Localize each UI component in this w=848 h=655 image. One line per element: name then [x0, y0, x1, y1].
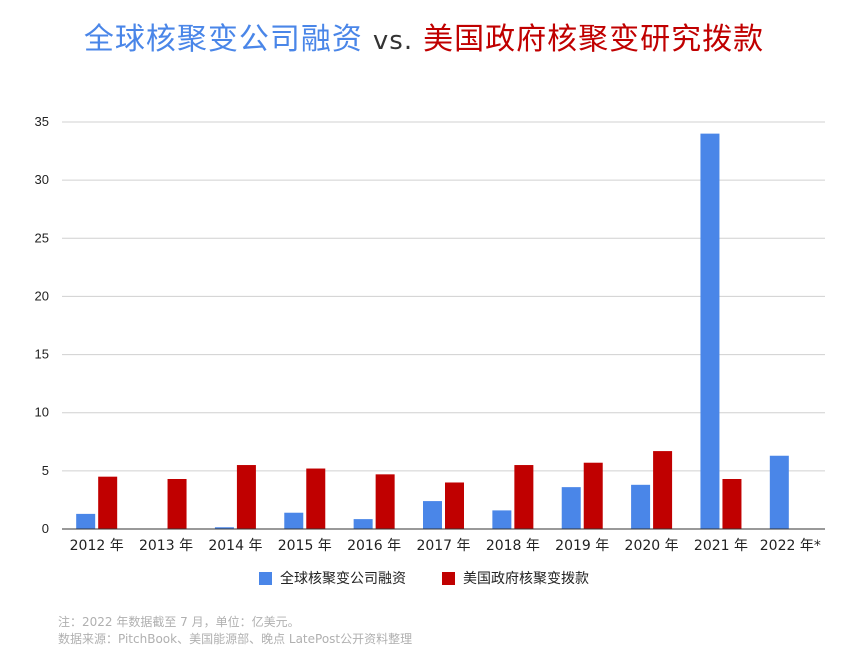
- bar-grant: [583, 462, 603, 529]
- legend-item-grant: 美国政府核聚变拨款: [442, 568, 589, 588]
- y-tick-label: 15: [35, 347, 49, 362]
- x-tick-label: 2018 年: [486, 538, 540, 554]
- x-tick-label: 2020 年: [625, 538, 679, 554]
- legend-label-funding: 全球核聚变公司融资: [280, 571, 406, 587]
- title-part-2: 美国政府核聚变研究拨款: [423, 22, 765, 57]
- bar-grant: [445, 482, 464, 529]
- x-tick-label: 2013 年: [139, 538, 193, 554]
- note-line-1: 注：2022 年数据截至 7 月，单位：亿美元。: [58, 615, 300, 629]
- bar-funding: [353, 519, 373, 529]
- bar-grant: [514, 465, 534, 529]
- y-tick-label: 30: [35, 172, 49, 187]
- bar-funding: [423, 501, 442, 529]
- y-tick-label: 0: [42, 521, 49, 536]
- bar-grant: [722, 478, 742, 529]
- bar-funding: [631, 484, 651, 529]
- x-tick-label: 2016 年: [347, 538, 401, 554]
- x-tick-label: 2014 年: [208, 538, 262, 554]
- bar-funding: [700, 133, 720, 529]
- x-tick-label: 2012 年: [70, 538, 124, 554]
- bar-grant: [98, 476, 118, 529]
- chart-title: 全球核聚变公司融资 vs. 美国政府核聚变研究拨款: [0, 14, 848, 58]
- bars: [76, 133, 789, 529]
- y-tick-label: 20: [35, 288, 49, 303]
- bar-grant: [653, 451, 673, 529]
- legend-label-grant: 美国政府核聚变拨款: [463, 571, 589, 587]
- y-tick-label: 35: [35, 114, 49, 129]
- y-axis-ticks: 0 5 10 15 20 25 30 35: [35, 114, 49, 536]
- x-tick-label: 2017 年: [416, 538, 470, 554]
- x-tick-label: 2015 年: [278, 538, 332, 554]
- bar-grant: [375, 474, 395, 529]
- bar-grant: [236, 465, 256, 529]
- bar-funding: [76, 513, 96, 529]
- legend-swatch-funding: [259, 571, 272, 585]
- title-part-1: 全球核聚变公司融资: [83, 22, 363, 57]
- footnotes: 注：2022 年数据截至 7 月，单位：亿美元。 数据来源：PitchBook、…: [58, 614, 412, 648]
- y-tick-label: 10: [35, 405, 49, 420]
- bar-funding: [561, 487, 581, 529]
- bar-grant: [167, 478, 187, 529]
- x-tick-label: 2022 年*: [760, 538, 821, 554]
- x-tick-label: 2019 年: [555, 538, 609, 554]
- bar-funding: [284, 512, 304, 529]
- bar-grant: [306, 468, 326, 529]
- y-tick-label: 25: [35, 230, 49, 245]
- title-vs: vs.: [372, 26, 414, 56]
- x-tick-label: 2021 年: [694, 538, 748, 554]
- legend: 全球核聚变公司融资 美国政府核聚变拨款: [0, 568, 848, 588]
- x-axis-ticks: 2012 年 2013 年 2014 年 2015 年 2016 年 2017 年 2018…: [70, 538, 821, 554]
- bar-funding: [214, 527, 234, 529]
- y-tick-label: 5: [42, 463, 49, 478]
- source-line: 数据来源：PitchBook、美国能源部、晚点 LatePost公开资料整理: [58, 632, 413, 646]
- bar-funding: [492, 510, 512, 529]
- legend-item-funding: 全球核聚变公司融资: [259, 568, 406, 588]
- bar-funding: [769, 455, 789, 529]
- legend-swatch-grant: [442, 571, 455, 585]
- gridlines: [62, 121, 825, 472]
